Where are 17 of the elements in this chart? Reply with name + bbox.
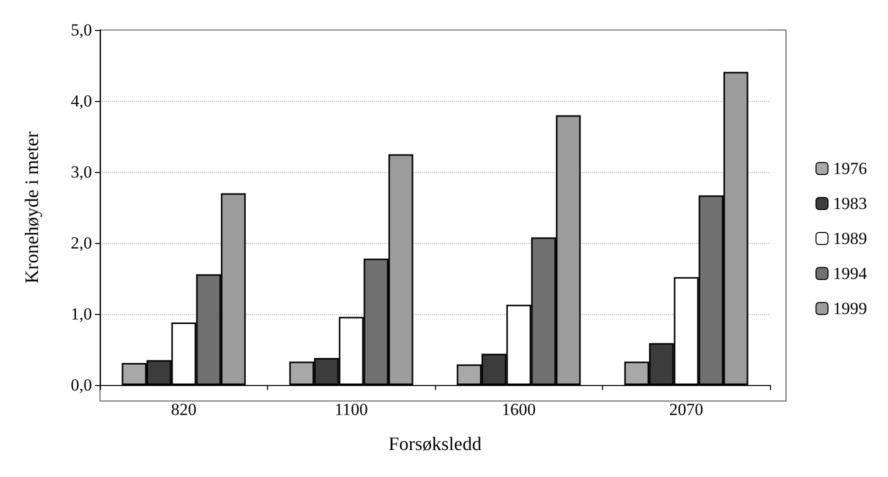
x-tick-label: 1600 bbox=[502, 400, 536, 419]
y-tick-label: 0,0 bbox=[70, 376, 92, 394]
x-tick-label: 1100 bbox=[334, 400, 368, 419]
y-tick-label: 4,0 bbox=[70, 92, 92, 110]
y-tick-label: 5,0 bbox=[70, 20, 92, 40]
x-axis-title: Forsøksledd bbox=[388, 434, 482, 455]
legend-label: 1989 bbox=[833, 229, 867, 248]
y-axis-title: Kronehøyde i meter bbox=[22, 130, 43, 284]
legend-label: 1994 bbox=[833, 264, 868, 283]
legend-label: 1999 bbox=[833, 299, 867, 318]
x-tick-label: 2070 bbox=[669, 400, 704, 419]
legend-label: 1983 bbox=[833, 194, 867, 213]
legend-label: 1976 bbox=[833, 159, 867, 178]
x-tick-label: 820 bbox=[171, 400, 196, 419]
y-tick-label: 1,0 bbox=[70, 304, 92, 324]
y-tick-label: 2,0 bbox=[70, 234, 92, 252]
y-tick-label: 3,0 bbox=[70, 162, 92, 182]
